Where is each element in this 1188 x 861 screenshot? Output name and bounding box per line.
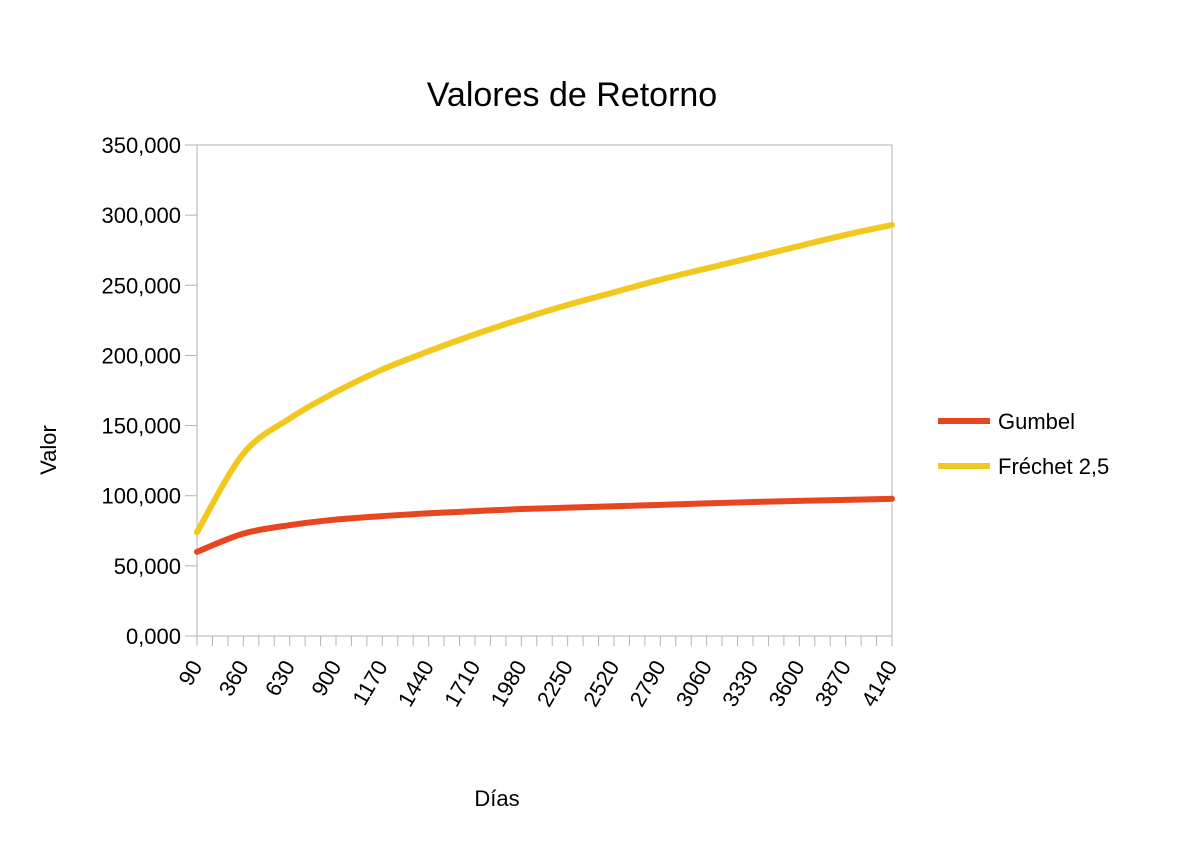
x-tick-label: 360 [214, 656, 254, 700]
x-tick-label: 90 [173, 656, 207, 690]
plot-area [196, 144, 893, 637]
legend-label: Gumbel [998, 409, 1075, 434]
x-tick-label: 900 [306, 656, 346, 700]
y-tick-label: 300,000 [101, 203, 181, 228]
y-tick-label: 0,000 [126, 624, 181, 649]
y-tick-label: 250,000 [101, 273, 181, 298]
x-tick-label: 1980 [486, 656, 532, 711]
series-line-fr-chet-2-5 [194, 221, 895, 536]
legend-label: Fréchet 2,5 [998, 454, 1109, 479]
x-tick-label: 4140 [856, 656, 902, 711]
chart-title: Valores de Retorno [427, 76, 717, 114]
legend: Gumbel Fréchet 2,5 [938, 409, 1109, 479]
y-axis-label: Valor [36, 425, 61, 475]
x-tick-label: 2520 [578, 656, 624, 711]
x-tick-label: 2790 [625, 656, 671, 711]
y-tick-label: 350,000 [101, 133, 181, 158]
y-tick-label: 150,000 [101, 414, 181, 439]
x-tick-label: 2250 [532, 656, 578, 711]
y-tick-label: 200,000 [101, 343, 181, 368]
x-tick-label: 1170 [347, 656, 392, 709]
x-tick-label: 3600 [764, 656, 810, 711]
x-axis-label: Días [474, 786, 519, 811]
x-tick-label: 1440 [393, 656, 439, 711]
series-line-gumbel [194, 495, 895, 555]
x-tick-label: 1710 [439, 656, 485, 711]
y-tick-label: 50,000 [114, 554, 181, 579]
y-tick-label: 100,000 [101, 484, 181, 509]
x-tick-label: 3060 [671, 656, 717, 711]
x-tick-label: 3330 [717, 656, 763, 711]
x-tick-label: 630 [260, 656, 300, 700]
x-tick-label: 3870 [810, 656, 856, 711]
